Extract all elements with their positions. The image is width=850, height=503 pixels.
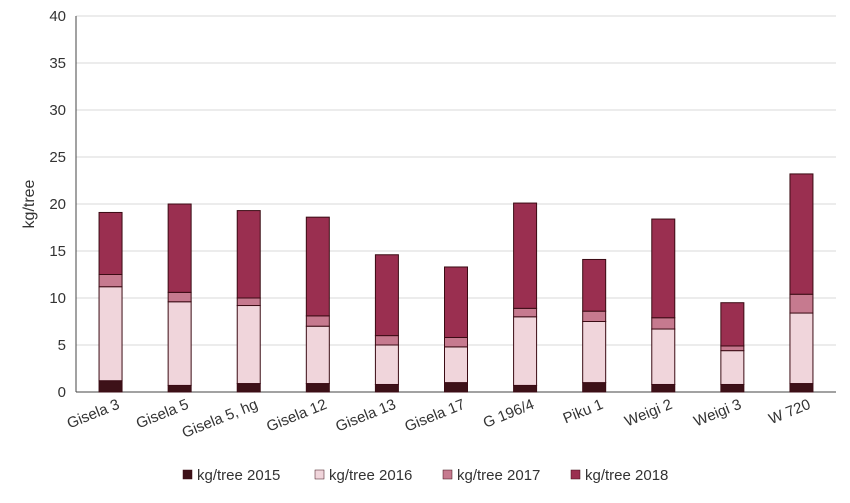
bar-segment bbox=[513, 307, 538, 318]
bar-segment bbox=[720, 383, 745, 393]
y-tick-label: 25 bbox=[49, 149, 66, 166]
bar-segment bbox=[98, 286, 123, 382]
bar-segment bbox=[98, 380, 123, 393]
x-category-label: Gisela 17 bbox=[402, 396, 467, 436]
bar-segment bbox=[305, 325, 330, 385]
y-tick-label: 20 bbox=[49, 196, 66, 213]
legend: kg/tree 2015 kg/tree 2016 kg/tree 2017 kg/t… bbox=[182, 467, 668, 484]
x-category-label: G 196/4 bbox=[481, 396, 537, 432]
y-tick-label: 0 bbox=[58, 384, 66, 401]
bar-segment bbox=[651, 328, 676, 385]
bar-segment bbox=[582, 310, 607, 323]
bar-segment bbox=[444, 382, 468, 393]
bar-segment bbox=[651, 317, 676, 330]
bar-segment bbox=[305, 216, 330, 317]
bar-segment bbox=[374, 335, 399, 346]
bar-segment bbox=[236, 210, 261, 299]
bar-segment bbox=[236, 305, 261, 385]
x-category-label: Weigi 2 bbox=[622, 396, 674, 430]
bar-segment bbox=[98, 211, 123, 276]
bar-segment bbox=[582, 258, 607, 312]
bar-segment bbox=[513, 202, 538, 309]
bar-segment bbox=[789, 383, 814, 393]
bar-segment bbox=[236, 383, 261, 393]
bar-segment bbox=[167, 301, 192, 386]
y-tick-label: 35 bbox=[49, 55, 66, 72]
bar-segment bbox=[167, 291, 192, 303]
legend-label: kg/tree 2017 bbox=[457, 467, 540, 484]
bars bbox=[98, 173, 814, 393]
gridlines bbox=[76, 15, 836, 346]
bar-segment bbox=[720, 350, 745, 385]
x-category-label: Piku 1 bbox=[561, 396, 606, 427]
bar-segment bbox=[305, 383, 330, 393]
bar-segment bbox=[720, 302, 745, 347]
bar-segment bbox=[513, 384, 538, 393]
bar-segment bbox=[305, 315, 330, 327]
bar-segment bbox=[720, 345, 745, 352]
bar-segment bbox=[374, 254, 399, 337]
bar-segment bbox=[513, 316, 538, 386]
bar-segment bbox=[789, 173, 814, 295]
legend-label: kg/tree 2016 bbox=[329, 467, 412, 484]
bar-segment bbox=[374, 344, 399, 385]
legend-swatch bbox=[314, 469, 325, 480]
y-tick-label: 40 bbox=[49, 8, 66, 25]
x-category-label: Gisela 5, hg bbox=[180, 396, 261, 442]
bar-segment bbox=[167, 203, 192, 293]
bar-segment bbox=[98, 274, 123, 288]
bar-segment bbox=[444, 346, 468, 384]
y-tick-label: 10 bbox=[49, 290, 66, 307]
bar-segment bbox=[582, 382, 607, 393]
bar-segment bbox=[444, 266, 468, 338]
bar-segment bbox=[167, 384, 192, 393]
bar-segment bbox=[651, 383, 676, 393]
legend-swatch bbox=[182, 469, 193, 480]
y-axis-title: kg/tree bbox=[21, 179, 38, 228]
legend-label: kg/tree 2018 bbox=[585, 467, 668, 484]
x-category-label: Weigi 3 bbox=[691, 396, 743, 430]
bar-segment bbox=[789, 312, 814, 385]
bar-segment bbox=[789, 293, 814, 314]
bar-segment bbox=[374, 383, 399, 393]
bar-segment bbox=[236, 297, 261, 307]
y-axis-ticks: 0 5 10 15 20 25 30 35 40 bbox=[49, 8, 66, 401]
x-category-label: Gisela 12 bbox=[264, 396, 329, 436]
legend-swatch bbox=[570, 469, 581, 480]
y-tick-label: 15 bbox=[49, 243, 66, 260]
x-category-label: Gisela 13 bbox=[333, 396, 398, 436]
y-tick-label: 30 bbox=[49, 102, 66, 119]
legend-label: kg/tree 2015 bbox=[197, 467, 280, 484]
bar-segment bbox=[651, 218, 676, 319]
x-category-label: Gisela 3 bbox=[65, 396, 122, 432]
bar-segment bbox=[444, 336, 468, 348]
bar-segment bbox=[582, 321, 607, 384]
y-tick-label: 5 bbox=[58, 337, 66, 354]
x-category-label: W 720 bbox=[766, 396, 813, 428]
legend-swatch bbox=[442, 469, 453, 480]
